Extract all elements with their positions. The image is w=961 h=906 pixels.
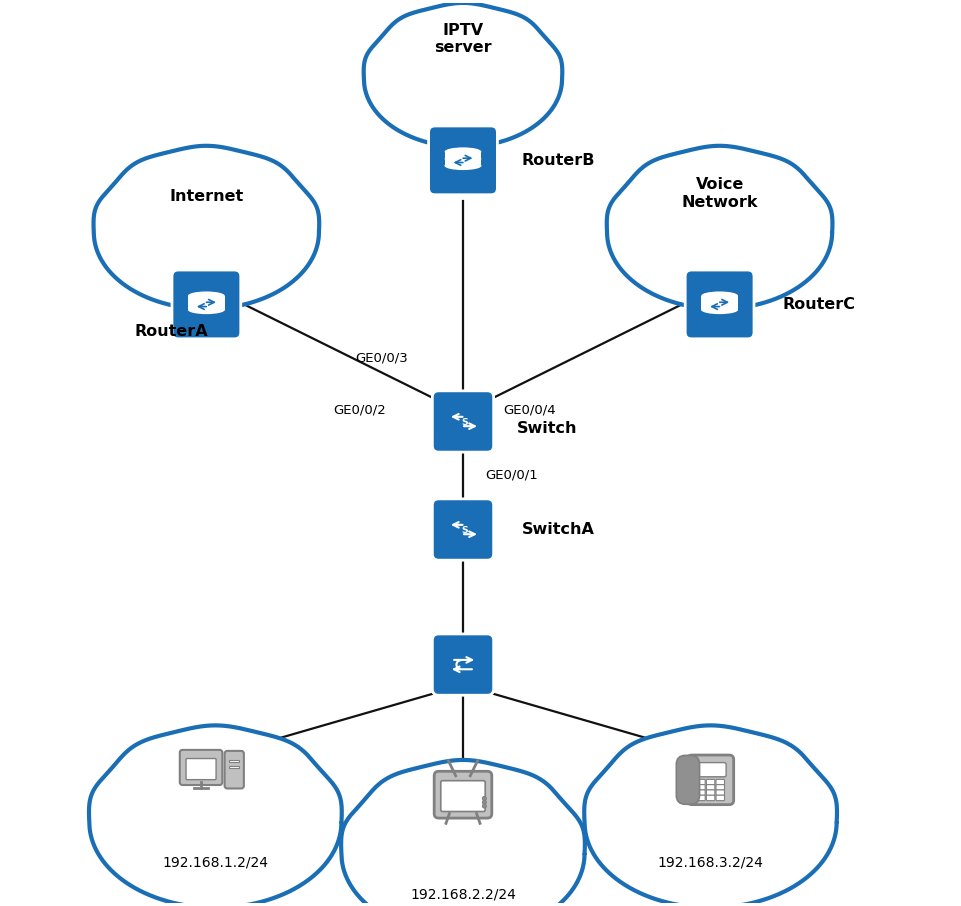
Bar [444,151,480,159]
Ellipse shape [701,292,737,300]
Text: GE0/0/4: GE0/0/4 [503,403,555,416]
Ellipse shape [187,298,225,307]
Text: GE0/0/1: GE0/0/1 [485,469,538,482]
FancyBboxPatch shape [696,795,704,801]
FancyBboxPatch shape [180,750,222,785]
Ellipse shape [701,298,737,307]
Circle shape [481,796,486,800]
Text: IPTV
server: IPTV server [433,23,491,55]
Bar [701,295,737,303]
Text: Voice
Network: Voice Network [680,178,757,210]
Text: 192.168.3.2/24: 192.168.3.2/24 [657,855,763,870]
FancyBboxPatch shape [684,270,753,339]
FancyBboxPatch shape [172,270,240,339]
Text: Switch: Switch [516,421,577,436]
Polygon shape [583,726,836,906]
Ellipse shape [187,305,225,314]
FancyBboxPatch shape [224,751,244,788]
FancyBboxPatch shape [715,779,724,785]
Ellipse shape [444,161,480,170]
FancyBboxPatch shape [433,771,491,818]
FancyBboxPatch shape [696,779,704,785]
FancyBboxPatch shape [687,755,733,805]
Text: S: S [461,526,468,535]
Text: RouterA: RouterA [135,324,208,339]
FancyBboxPatch shape [440,781,484,812]
FancyBboxPatch shape [715,790,724,795]
Ellipse shape [187,292,225,300]
FancyBboxPatch shape [715,795,724,801]
FancyBboxPatch shape [696,790,704,795]
Circle shape [481,800,486,805]
Bar [187,295,225,303]
FancyBboxPatch shape [676,756,699,805]
Bar [187,303,225,310]
Polygon shape [88,726,341,906]
FancyBboxPatch shape [705,779,714,785]
Text: SwitchA: SwitchA [521,522,594,537]
Text: GE0/0/3: GE0/0/3 [356,352,407,365]
Polygon shape [606,146,831,309]
FancyBboxPatch shape [705,795,714,801]
Ellipse shape [701,306,737,313]
Polygon shape [363,3,562,147]
Bar [229,760,239,762]
FancyBboxPatch shape [185,758,216,780]
FancyBboxPatch shape [429,126,497,195]
Polygon shape [93,146,319,309]
Polygon shape [341,760,584,906]
Text: RouterC: RouterC [782,297,854,312]
FancyBboxPatch shape [431,499,493,560]
FancyBboxPatch shape [705,785,714,790]
Text: 192.168.1.2/24: 192.168.1.2/24 [162,855,268,870]
Ellipse shape [187,306,225,313]
FancyBboxPatch shape [696,785,704,790]
FancyBboxPatch shape [431,390,493,452]
Ellipse shape [444,148,480,156]
FancyBboxPatch shape [705,790,714,795]
FancyBboxPatch shape [715,785,724,790]
Bar [444,159,480,166]
Text: S: S [461,418,468,427]
Text: RouterB: RouterB [521,153,595,168]
Ellipse shape [701,305,737,314]
Text: 192.168.2.2/24: 192.168.2.2/24 [409,887,515,901]
Text: GE0/0/2: GE0/0/2 [333,403,386,416]
Bar [229,766,239,768]
FancyBboxPatch shape [695,763,726,776]
FancyBboxPatch shape [431,634,493,695]
Ellipse shape [444,162,480,169]
Bar [701,303,737,310]
Text: Internet: Internet [169,188,243,204]
Circle shape [481,805,486,808]
Ellipse shape [444,154,480,163]
